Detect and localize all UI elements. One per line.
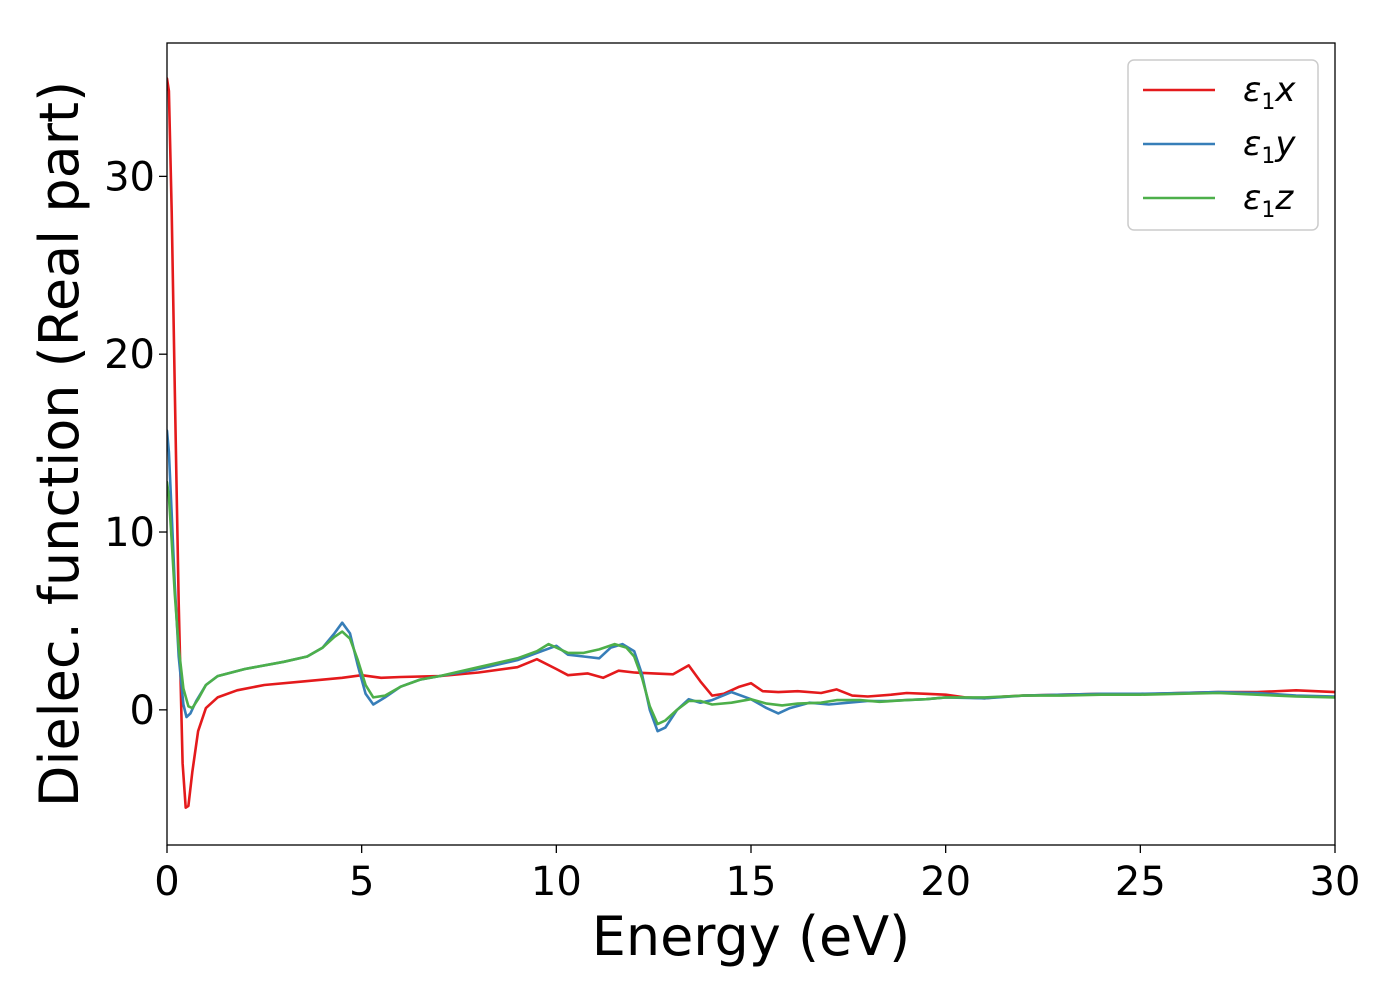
- x-tick-label: 30: [1310, 859, 1361, 905]
- legend-item-x: ε1x: [1143, 70, 1296, 115]
- y-tick-label: 20: [104, 332, 155, 378]
- series-layer: [167, 77, 1335, 809]
- y-axis-label: Dielec. function (Real part): [28, 81, 91, 807]
- legend-box: [1127, 59, 1319, 231]
- y-tick-label: 30: [104, 154, 155, 200]
- y-axis: 0 10 20 30: [104, 154, 167, 734]
- legend-label: ε1y: [1243, 124, 1296, 169]
- x-tick-label: 10: [531, 859, 582, 905]
- legend-item-z: ε1z: [1143, 178, 1294, 223]
- legend: ε1x ε1y ε1z: [1127, 59, 1319, 231]
- x-tick-label: 15: [726, 859, 777, 905]
- x-tick-label: 5: [349, 859, 374, 905]
- legend-item-y: ε1y: [1143, 124, 1296, 169]
- y-tick-label: 10: [104, 510, 155, 556]
- legend-label: ε1z: [1243, 178, 1294, 223]
- legend-label: ε1x: [1243, 70, 1296, 115]
- series-line-z: [167, 480, 1335, 726]
- y-tick-label: 0: [130, 688, 155, 734]
- x-tick-label: 20: [920, 859, 971, 905]
- x-tick-label: 25: [1115, 859, 1166, 905]
- x-axis: 0 5 10 15 20 25 30: [154, 845, 1360, 905]
- x-tick-label: 0: [154, 859, 179, 905]
- x-axis-label: Energy (eV): [592, 905, 911, 968]
